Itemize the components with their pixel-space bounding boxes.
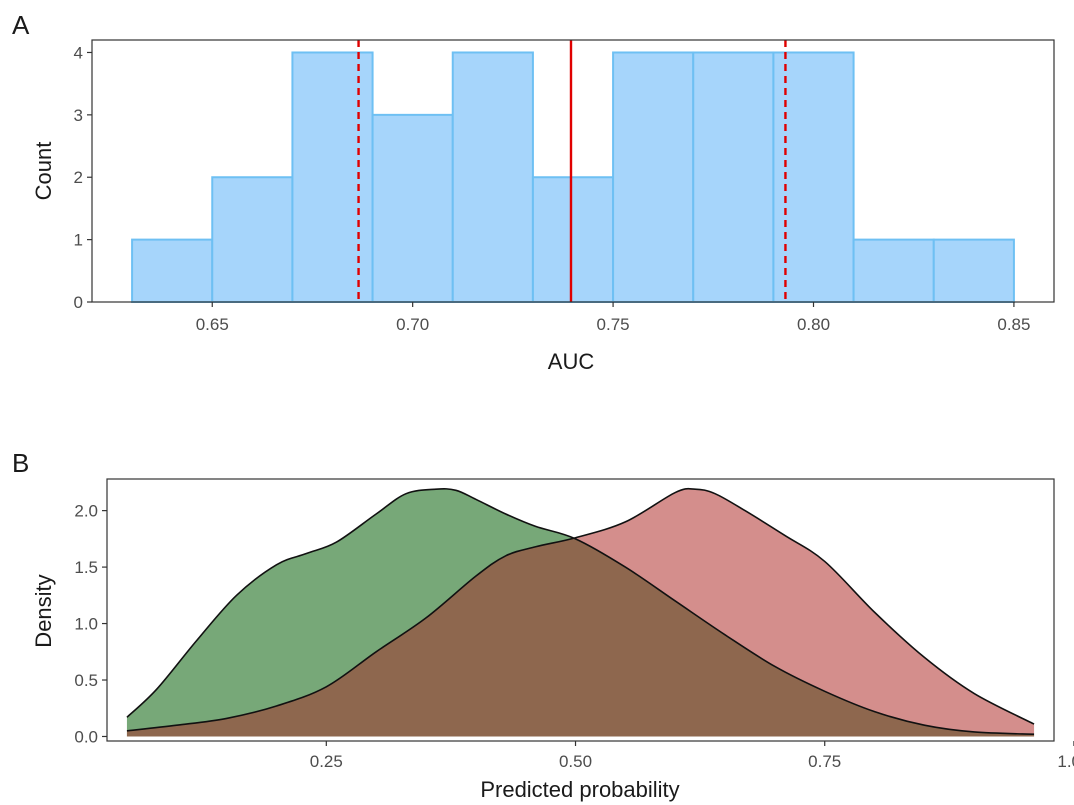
x-tick-label: 0.75 <box>597 315 630 334</box>
x-tick-label: 1.00 <box>1057 752 1074 771</box>
y-tick-label: 0 <box>74 293 83 312</box>
panel-b-letter: B <box>12 448 29 478</box>
density-panel: 0.0 0.5 1.0 1.5 2.0 0.25 0.50 0.75 1.00 Predict… <box>31 478 1074 802</box>
x-tick-label: 0.50 <box>559 752 592 771</box>
histogram-bar <box>692 51 775 303</box>
x-axis-ticks: 0.25 0.50 0.75 1.00 <box>310 741 1074 771</box>
y-tick-label: 1 <box>74 231 83 250</box>
y-tick-label: 1.0 <box>74 615 98 634</box>
histogram-panel: 0 1 2 3 4 0.65 0.70 0.75 0.80 0.85 AUC Count <box>31 39 1055 374</box>
histogram-bar <box>451 51 534 303</box>
y-axis-ticks: 0.0 0.5 1.0 1.5 2.0 <box>74 502 107 746</box>
panel-a-letter: A <box>12 10 30 40</box>
y-axis-ticks: 0 1 2 3 4 <box>74 43 92 312</box>
y-tick-label: 4 <box>74 43 83 62</box>
histogram-bar <box>371 113 454 303</box>
x-tick-label: 0.80 <box>797 315 830 334</box>
x-tick-label: 0.85 <box>997 315 1030 334</box>
x-tick-label: 0.75 <box>808 752 841 771</box>
density-outline-green <box>126 488 1035 736</box>
histogram-bar <box>131 238 214 303</box>
x-tick-label: 0.70 <box>396 315 429 334</box>
x-axis-title: Predicted probability <box>480 777 679 802</box>
x-axis-ticks: 0.65 0.70 0.75 0.80 0.85 <box>196 302 1030 334</box>
y-tick-label: 0.0 <box>74 727 98 746</box>
histogram-bar <box>852 238 935 303</box>
panel-a-border <box>91 39 1055 303</box>
y-tick-label: 2 <box>74 168 83 187</box>
histogram-bar <box>531 176 615 303</box>
y-axis-title: Density <box>31 574 56 647</box>
x-tick-label: 0.65 <box>196 315 229 334</box>
panel-b-border <box>106 478 1055 742</box>
histogram-bar <box>932 238 1015 303</box>
histogram-bar <box>612 51 695 303</box>
x-tick-label: 0.25 <box>310 752 343 771</box>
y-tick-label: 1.5 <box>74 558 98 577</box>
y-axis-title: Count <box>31 142 56 201</box>
x-axis-title: AUC <box>548 349 595 374</box>
histogram-bar <box>291 51 374 303</box>
y-tick-label: 0.5 <box>74 671 98 690</box>
reference-lines <box>357 40 787 302</box>
histogram-bar <box>211 176 294 303</box>
y-tick-label: 2.0 <box>74 502 98 521</box>
histogram-bar <box>772 51 855 303</box>
density-outline-red <box>126 487 1035 732</box>
y-tick-label: 3 <box>74 106 83 125</box>
histogram-bars <box>131 51 1015 303</box>
